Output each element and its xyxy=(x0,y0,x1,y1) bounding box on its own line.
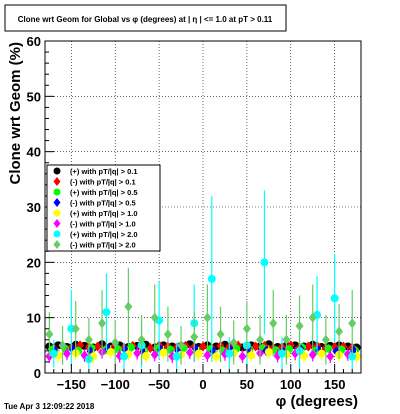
data-point xyxy=(269,318,278,329)
data-points xyxy=(45,190,361,371)
data-point xyxy=(102,308,111,317)
legend-label: (+) with pT/|q| > 0.5 xyxy=(70,188,138,197)
data-point xyxy=(278,349,286,358)
title-box xyxy=(4,4,287,32)
data-point xyxy=(326,351,335,362)
y-tick-label: 10 xyxy=(27,311,41,326)
data-point xyxy=(172,352,181,361)
data-point xyxy=(348,318,357,329)
legend: (+) with pT/|q| > 0.1 (-) with pT/|q| > 0… xyxy=(46,164,161,252)
legend-marker xyxy=(53,177,61,186)
data-point xyxy=(84,334,93,345)
y-tick-label: 40 xyxy=(27,145,41,160)
data-point xyxy=(194,349,203,358)
data-point xyxy=(238,351,247,362)
data-point xyxy=(120,352,128,361)
y-tick-label: 60 xyxy=(27,34,41,49)
data-point xyxy=(199,341,207,352)
legend-label: (-) with pT/|q| > 0.5 xyxy=(70,199,136,208)
data-point xyxy=(93,341,102,352)
legend-label: (+) with pT/|q| > 2.0 xyxy=(70,230,138,239)
data-point xyxy=(98,318,107,329)
data-point xyxy=(71,323,80,334)
data-point xyxy=(49,349,58,358)
series-group xyxy=(45,267,357,365)
timestamp: Tue Apr 3 12:09:22 2018 xyxy=(4,402,95,411)
data-point xyxy=(159,348,168,357)
data-point xyxy=(330,294,339,303)
data-point xyxy=(106,347,115,356)
data-point xyxy=(212,352,221,361)
data-point xyxy=(247,351,256,360)
legend-marker xyxy=(53,188,61,196)
y-tick-label: 20 xyxy=(27,255,41,270)
y-tick-label: 50 xyxy=(27,89,41,104)
legend-box xyxy=(46,164,161,252)
legend-marker xyxy=(53,240,61,249)
y-tick-label: 0 xyxy=(34,366,41,381)
data-point xyxy=(190,332,199,343)
legend-label: (+) with pT/|q| > 0.1 xyxy=(70,167,138,176)
y-tick-label: 30 xyxy=(27,200,41,215)
data-point xyxy=(308,312,317,323)
data-point xyxy=(177,340,186,351)
data-point xyxy=(203,350,212,361)
x-tick-label: −100 xyxy=(101,377,130,392)
x-tick-label: 50 xyxy=(240,377,254,392)
legend-label: (+) with pT/|q| > 1.0 xyxy=(70,209,138,218)
data-point xyxy=(242,323,251,334)
y-axis-label: Clone wrt Geom (%) xyxy=(7,42,24,185)
legend-marker xyxy=(53,167,61,175)
x-tick-label: 150 xyxy=(324,377,346,392)
legend-marker xyxy=(53,198,61,207)
data-point xyxy=(304,341,313,352)
data-point xyxy=(295,320,304,331)
data-point xyxy=(256,334,265,345)
x-tick-label: −150 xyxy=(57,377,86,392)
data-point xyxy=(308,349,317,360)
data-point xyxy=(124,301,133,312)
x-tick-label: 0 xyxy=(199,377,206,392)
x-tick-label: 100 xyxy=(280,377,302,392)
data-point xyxy=(229,337,238,348)
data-point xyxy=(133,348,142,359)
data-point xyxy=(141,351,150,360)
data-point xyxy=(111,337,120,348)
data-point xyxy=(150,312,159,323)
data-point xyxy=(137,334,146,345)
data-point xyxy=(282,334,291,345)
chart-title: Clone wrt Geom for Global vs φ (degrees)… xyxy=(18,15,273,24)
legend-label: (-) with pT/|q| > 1.0 xyxy=(70,220,136,229)
legend-marker xyxy=(53,219,61,228)
data-point xyxy=(185,347,194,358)
data-point xyxy=(335,326,344,337)
data-point xyxy=(45,329,54,340)
legend-marker xyxy=(53,209,61,217)
data-point xyxy=(58,340,67,351)
legend-label: (-) with pT/|q| > 2.0 xyxy=(70,241,136,250)
data-point xyxy=(163,329,172,340)
axes: −150 −100 −50 0 50 100 150 0 10 20 30 40 50 60 xyxy=(27,34,362,392)
data-point xyxy=(150,349,159,360)
x-axis-label: φ (degrees) xyxy=(276,393,358,410)
legend-label: (-) with pT/|q| > 0.1 xyxy=(70,178,136,187)
data-point xyxy=(216,329,225,340)
data-point xyxy=(203,312,212,323)
legend-marker xyxy=(53,230,61,238)
data-point xyxy=(321,334,330,345)
data-point xyxy=(317,349,326,358)
data-point xyxy=(225,349,234,358)
data-point xyxy=(62,348,71,359)
data-point xyxy=(207,274,216,283)
data-point xyxy=(264,347,273,356)
x-tick-label: −50 xyxy=(148,377,170,392)
data-point xyxy=(260,258,269,267)
data-point xyxy=(251,341,260,352)
data-point xyxy=(146,343,155,354)
